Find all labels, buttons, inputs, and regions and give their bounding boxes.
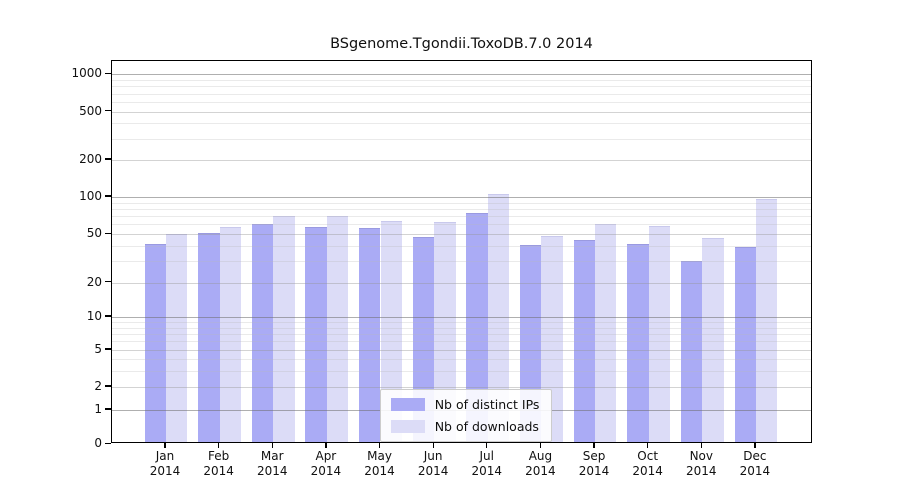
x-tick-mark-jun: [432, 443, 434, 449]
gridline-900: [111, 79, 811, 81]
chart-legend: Nb of distinct IPs Nb of downloads: [379, 389, 553, 442]
x-tick-label-apr: Apr 2014: [310, 449, 342, 479]
bar-distinct-ips-dec-2014: [734, 246, 756, 443]
legend-label-downloads: Nb of downloads: [434, 419, 539, 434]
bar-downloads-nov-2014: [702, 237, 724, 443]
y-tick-mark-200: [104, 158, 111, 160]
legend-item-distinct-ips: Nb of distinct IPs: [390, 397, 540, 412]
y-tick-label-1: 1: [94, 402, 102, 416]
x-tick-label-feb: Feb 2014: [203, 449, 234, 479]
x-tick-label-mar: Mar 2014: [256, 449, 288, 479]
x-tick-mark-jan: [164, 443, 166, 449]
gridline-90: [111, 202, 811, 204]
y-tick-label-500: 500: [79, 103, 102, 118]
gridline-600: [111, 101, 811, 103]
plot-area: Nb of distinct IPs Nb of downloads: [110, 60, 812, 444]
bar-distinct-ips-feb-2014: [198, 233, 220, 443]
bar-downloads-mar-2014: [273, 215, 295, 443]
y-tick-mark-20: [104, 281, 111, 283]
x-tick-label-jul: Jul 2014: [471, 449, 503, 479]
y-tick-label-2: 2: [94, 379, 102, 393]
y-tick-mark-10: [104, 315, 111, 317]
y-tick-mark-1: [104, 408, 111, 410]
x-tick-mark-oct: [647, 443, 649, 449]
x-tick-mark-dec: [754, 443, 756, 449]
downloads-swatch: [390, 420, 425, 433]
bar-distinct-ips-nov-2014: [680, 261, 703, 443]
distinct-ips-swatch: [390, 398, 425, 411]
y-tick-label-0: 0: [94, 436, 102, 451]
legend-item-downloads: Nb of downloads: [390, 419, 540, 434]
bar-downloads-jul-2014: [487, 194, 510, 443]
y-tick-label-10: 10: [86, 309, 102, 323]
x-tick-mark-may: [378, 443, 381, 449]
y-tick-mark-0: [104, 442, 111, 444]
bar-downloads-sep-2014: [595, 224, 617, 443]
x-tick-mark-nov: [700, 443, 702, 449]
bar-downloads-apr-2014: [326, 215, 349, 443]
bar-distinct-ips-oct-2014: [627, 244, 649, 443]
bar-downloads-feb-2014: [219, 227, 241, 443]
gridline-500: [111, 111, 811, 113]
x-tick-label-aug: Aug 2014: [525, 449, 556, 479]
chart-title: BSgenome.Tgondii.ToxoDB.7.0 2014: [330, 36, 593, 52]
y-tick-label-5: 5: [94, 342, 102, 356]
y-tick-mark-100: [104, 195, 111, 197]
legend-label-distinct-ips: Nb of distinct IPs: [434, 397, 540, 412]
x-tick-label-dec: Dec 2014: [739, 449, 771, 479]
y-tick-mark-1000: [104, 72, 111, 74]
y-tick-mark-500: [104, 110, 111, 112]
bar-distinct-ips-sep-2014: [573, 240, 596, 443]
y-tick-label-20: 20: [86, 274, 102, 289]
x-tick-label-jun: Jun 2014: [417, 449, 449, 479]
x-tick-mark-mar: [271, 443, 273, 449]
x-tick-mark-apr: [325, 443, 327, 449]
y-tick-mark-50: [104, 232, 111, 234]
bar-downloads-jun-2014: [434, 221, 456, 443]
x-tick-mark-sep: [593, 443, 595, 449]
bar-distinct-ips-apr-2014: [305, 227, 327, 443]
y-tick-label-50: 50: [86, 226, 102, 241]
y-tick-mark-5: [104, 348, 111, 350]
x-tick-label-nov: Nov 2014: [686, 449, 717, 479]
gridline-70: [111, 216, 811, 218]
bar-distinct-ips-mar-2014: [251, 224, 274, 443]
gridline-800: [111, 86, 811, 88]
x-tick-mark-aug: [539, 443, 542, 449]
gridline-80: [111, 209, 811, 210]
y-tick-label-100: 100: [79, 189, 102, 203]
gridline-700: [111, 93, 811, 95]
x-tick-mark-jul: [486, 443, 488, 449]
bar-distinct-ips-jul-2014: [466, 213, 488, 443]
x-tick-label-may: May 2014: [364, 449, 395, 479]
y-tick-mark-2: [104, 385, 111, 387]
gridline-200: [111, 160, 811, 161]
x-tick-label-jan: Jan 2014: [149, 449, 181, 479]
x-tick-mark-feb: [218, 443, 220, 449]
bar-distinct-ips-may-2014: [359, 228, 381, 443]
x-tick-label-oct: Oct 2014: [632, 449, 663, 479]
bar-distinct-ips-jan-2014: [144, 244, 166, 443]
bar-downloads-oct-2014: [648, 226, 671, 443]
gridline-300: [111, 138, 811, 140]
bar-downloads-may-2014: [380, 220, 402, 443]
gridline-1000: [111, 74, 811, 76]
x-tick-label-sep: Sep 2014: [578, 449, 610, 479]
gridline-400: [111, 123, 811, 125]
y-tick-label-200: 200: [79, 152, 102, 166]
bar-downloads-jan-2014: [165, 234, 188, 443]
y-tick-label-1000: 1000: [71, 66, 102, 81]
gridline-100: [111, 197, 811, 198]
bar-downloads-dec-2014: [755, 199, 778, 443]
gridline-60: [111, 224, 811, 226]
